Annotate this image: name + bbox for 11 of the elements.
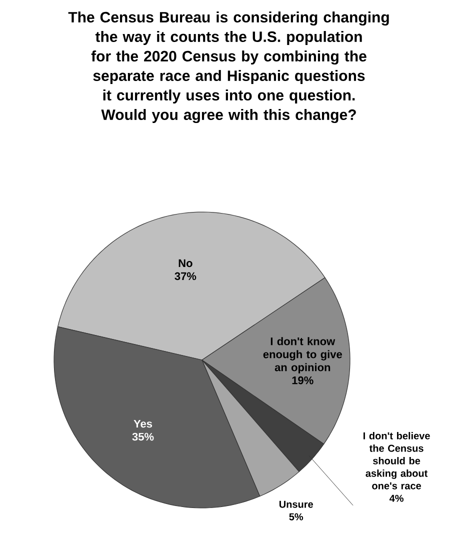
slice-label: I don't believe the Census should be asking about one's race [364, 432, 430, 490]
slice-label: Unsure [279, 500, 313, 508]
data-label: 4% [389, 494, 404, 502]
data-label: 37% [174, 272, 196, 280]
chart-title: The Census Bureau is considering changing the way it counts the U.S. population for the 2020 Census by combining the separate race and Hispanic questions it currently uses into one question. Would you agree with this change? [68, 12, 389, 124]
slice-label: I don't know enough to give an opinion [263, 337, 342, 374]
data-label: 35% [132, 432, 154, 441]
slice-label: No [178, 259, 192, 268]
slice-label: Yes [134, 420, 152, 428]
data-label: 5% [289, 513, 304, 520]
data-label: 19% [292, 376, 314, 384]
